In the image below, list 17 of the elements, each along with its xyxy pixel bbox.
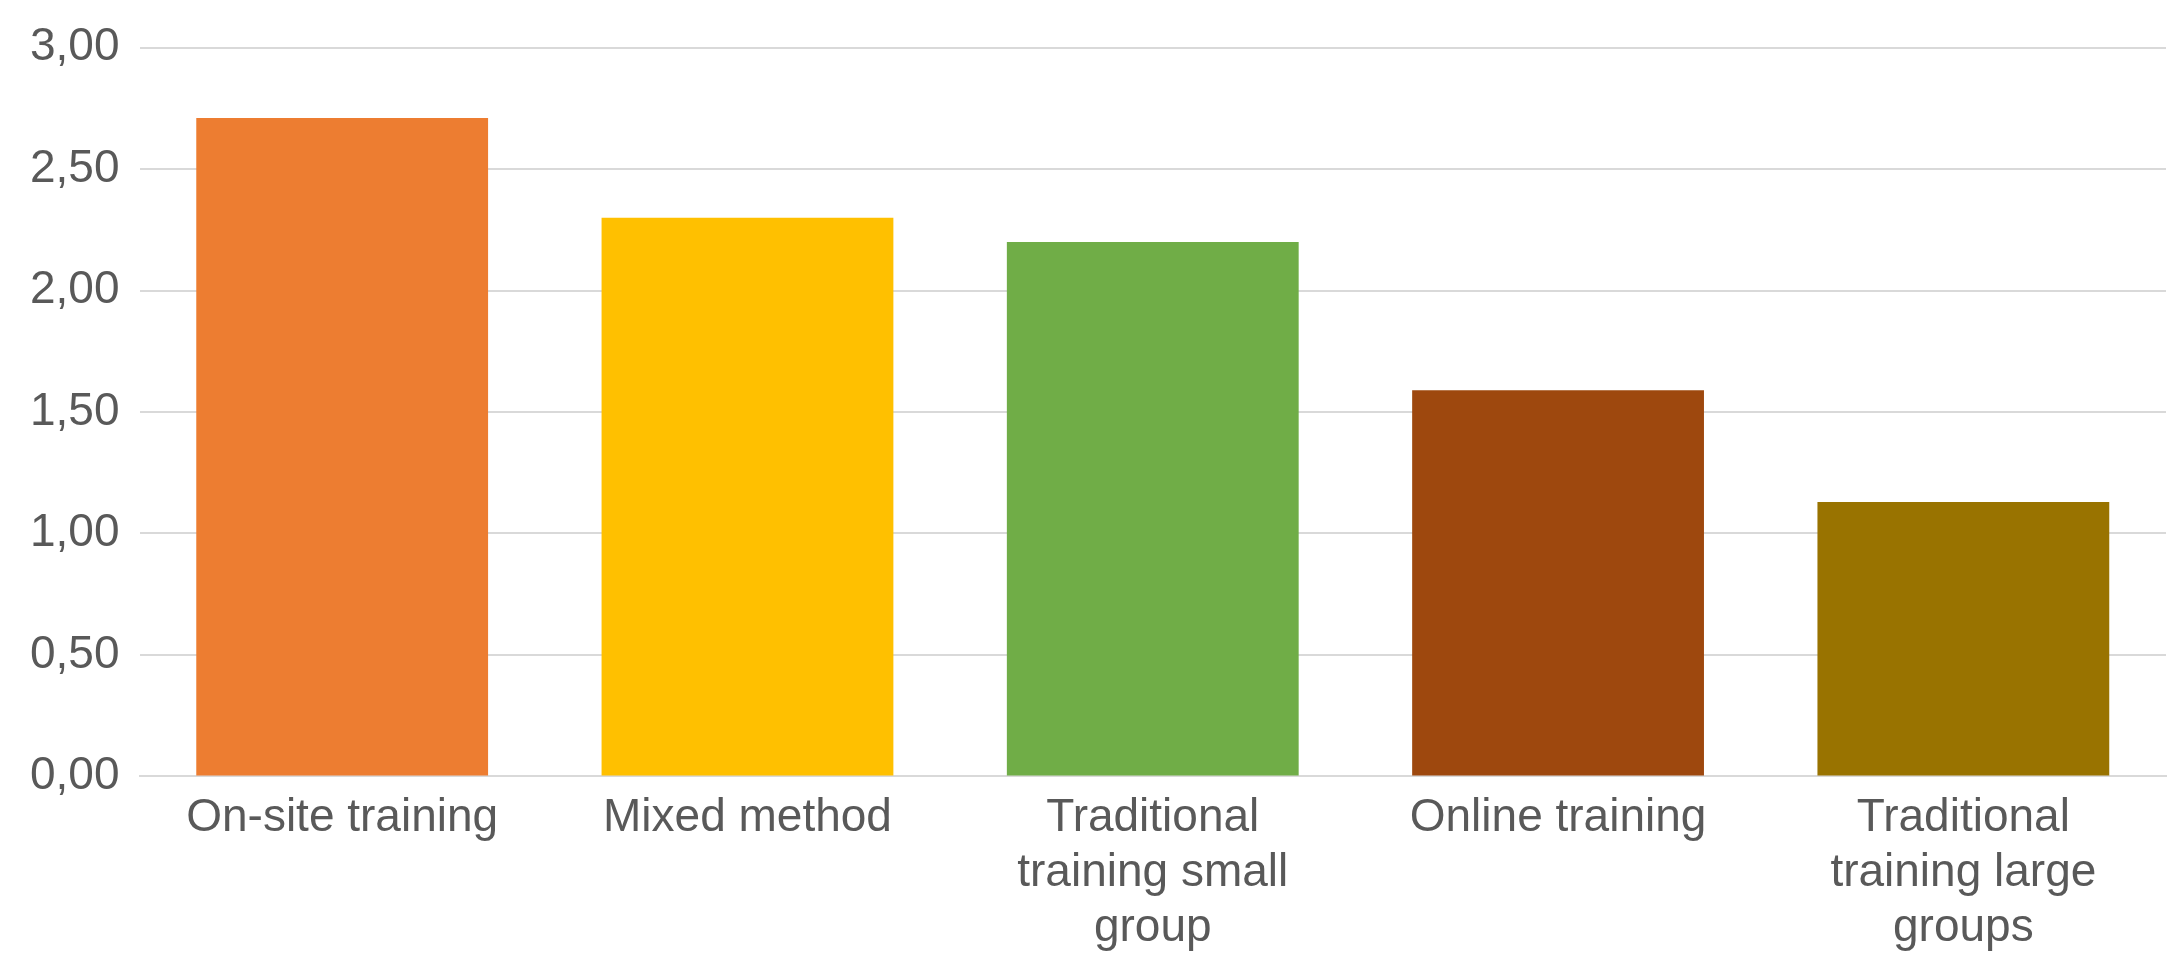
y-tick-label: 2,50: [30, 139, 120, 192]
x-tick-label: Mixed method: [603, 788, 892, 841]
y-tick-label: 1,00: [30, 504, 120, 557]
bar: [601, 217, 894, 776]
y-tick-label: 2,00: [30, 261, 120, 314]
x-tick-label: Traditional training small group: [1017, 788, 1289, 952]
x-tick-label: Traditional training large groups: [1830, 788, 2097, 952]
bar: [1817, 501, 2110, 776]
y-tick-label: 0,00: [30, 747, 120, 800]
bar: [1006, 241, 1299, 776]
x-tick-label: On-site training: [186, 788, 499, 841]
y-tick-label: 0,50: [30, 625, 120, 678]
bar: [1412, 390, 1704, 776]
bar: [196, 118, 489, 776]
y-tick-label: 1,50: [30, 382, 120, 435]
y-tick-label: 3,00: [30, 18, 120, 71]
x-tick-label: Online training: [1409, 788, 1707, 841]
